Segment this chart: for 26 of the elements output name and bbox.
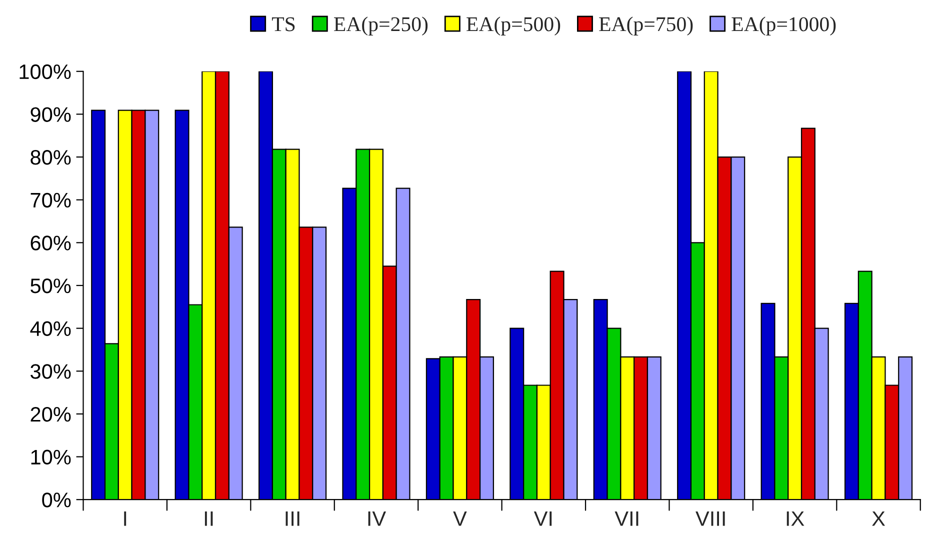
legend-label: EA(p=750) (599, 16, 693, 36)
y-tick-label: 70% (30, 192, 71, 208)
x-tick-label: VIII (696, 511, 725, 526)
y-tick-label: 30% (30, 364, 71, 379)
x-tick-label: VI (534, 511, 552, 526)
x-tick-label: X (872, 511, 886, 526)
x-tick-label: II (204, 511, 213, 526)
legend-label: TS (272, 17, 295, 32)
y-tick-label: 60% (30, 236, 71, 250)
y-tick-label: 40% (30, 321, 71, 336)
x-tick-label: I (124, 511, 126, 526)
y-tick-label: 50% (30, 278, 71, 294)
y-tick-label: 20% (30, 406, 71, 422)
y-tick-label: 90% (30, 107, 71, 122)
legend-label: EA(p=500) (466, 16, 560, 36)
x-tick-label: III (286, 511, 300, 526)
legend-label: EA(p=1000) (732, 16, 836, 36)
x-tick-label: IX (786, 511, 804, 526)
y-tick-label: 0% (42, 492, 71, 508)
x-tick-label: V (453, 511, 467, 526)
y-tick-label: 100% (20, 64, 71, 80)
x-tick-label: IV (368, 511, 386, 526)
legend-label: EA(p=250) (334, 16, 428, 36)
x-tick-label: VII (614, 511, 638, 526)
y-tick-label: 10% (31, 450, 71, 465)
y-tick-label: 80% (30, 150, 71, 165)
